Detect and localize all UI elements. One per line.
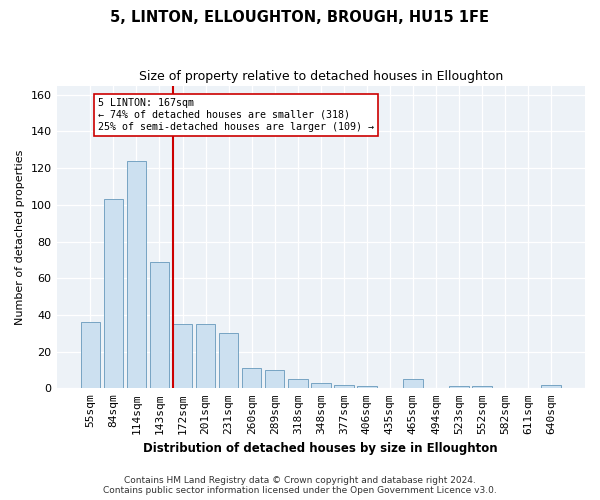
Bar <box>403 379 423 388</box>
Bar <box>242 368 262 388</box>
Bar <box>311 383 331 388</box>
Bar <box>149 262 169 388</box>
Text: 5 LINTON: 167sqm
← 74% of detached houses are smaller (318)
25% of semi-detached: 5 LINTON: 167sqm ← 74% of detached house… <box>98 98 374 132</box>
Bar <box>449 386 469 388</box>
Bar <box>541 384 561 388</box>
Bar <box>196 324 215 388</box>
Bar <box>219 334 238 388</box>
Bar <box>334 384 353 388</box>
Bar <box>265 370 284 388</box>
X-axis label: Distribution of detached houses by size in Elloughton: Distribution of detached houses by size … <box>143 442 498 455</box>
Bar <box>288 379 308 388</box>
Text: Contains HM Land Registry data © Crown copyright and database right 2024.
Contai: Contains HM Land Registry data © Crown c… <box>103 476 497 495</box>
Bar <box>357 386 377 388</box>
Title: Size of property relative to detached houses in Elloughton: Size of property relative to detached ho… <box>139 70 503 83</box>
Bar <box>472 386 492 388</box>
Bar <box>104 200 123 388</box>
Bar <box>173 324 193 388</box>
Bar <box>127 161 146 388</box>
Text: 5, LINTON, ELLOUGHTON, BROUGH, HU15 1FE: 5, LINTON, ELLOUGHTON, BROUGH, HU15 1FE <box>110 10 490 25</box>
Y-axis label: Number of detached properties: Number of detached properties <box>15 149 25 324</box>
Bar <box>80 322 100 388</box>
